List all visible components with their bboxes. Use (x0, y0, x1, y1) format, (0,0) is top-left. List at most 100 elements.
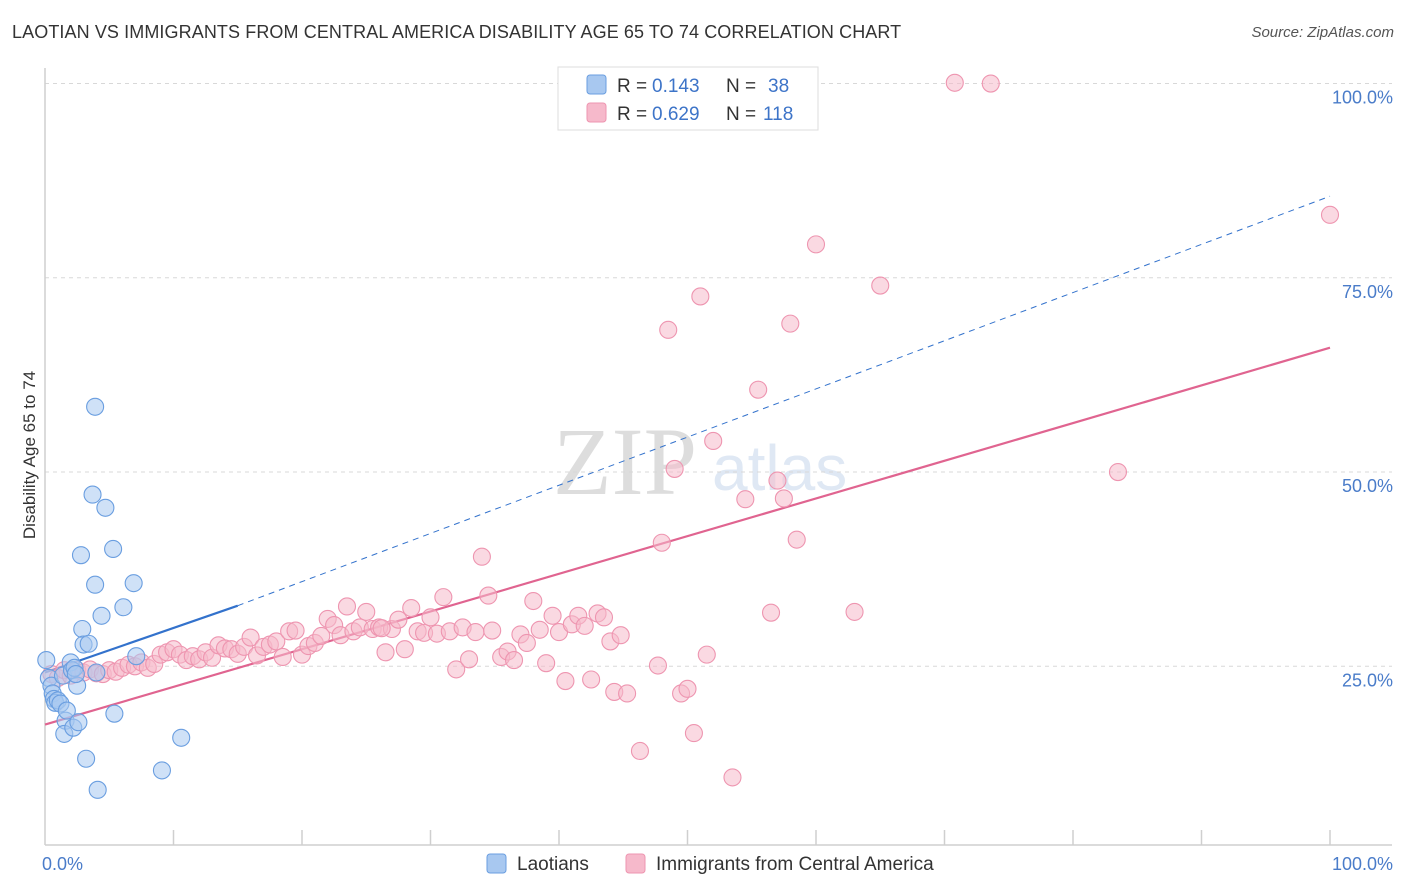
laotians-point-23 (83, 485, 102, 504)
x-tick-labels: 0.0% 100.0% (42, 854, 1393, 874)
laotians-point-27 (92, 606, 111, 625)
stats-legend-blue-swatch (586, 74, 607, 95)
stats-r-label-pink: R = (617, 104, 647, 125)
laotians-points (37, 397, 191, 799)
immigrants-point-74 (517, 633, 536, 653)
immigrants-point-83 (575, 616, 594, 635)
immigrants-point-102 (723, 768, 742, 787)
immigrants-point-100 (697, 645, 716, 664)
y-tick-labels: 25.0% 50.0% 75.0% 100.0% (1332, 88, 1393, 691)
laotians-point-34 (152, 761, 171, 780)
immigrants-point-101 (704, 431, 723, 451)
laotians-point-32 (124, 574, 143, 593)
immigrants-point-113 (945, 73, 964, 92)
immigrants-point-46 (337, 597, 357, 616)
immigrants-point-103 (736, 490, 755, 509)
laotians-point-29 (104, 539, 123, 559)
laotians-point-22 (79, 634, 98, 653)
immigrants-point-49 (357, 602, 376, 621)
immigrants-point-114 (981, 74, 1000, 93)
immigrants-point-31 (241, 628, 260, 647)
immigrants-point-94 (659, 320, 678, 339)
laotians-point-28 (96, 498, 115, 517)
immigrants-point-75 (524, 591, 543, 611)
stats-n-value-blue: 38 (768, 76, 789, 97)
immigrants-point-61 (434, 588, 453, 607)
immigrants-point-63 (447, 660, 466, 679)
immigrants-point-99 (691, 287, 710, 306)
laotians-point-33 (127, 647, 146, 666)
laotians-point-0 (37, 651, 56, 670)
immigrants-point-117 (372, 619, 391, 638)
immigrants-point-106 (768, 471, 787, 490)
stats-legend: R = 0.143 N = 38 R = 0.629 N = 118 (557, 66, 819, 131)
laotians-point-35 (172, 728, 191, 747)
immigrants-point-91 (630, 741, 650, 761)
immigrants-point-105 (761, 603, 781, 622)
immigrants-point-97 (678, 679, 697, 698)
laotians-point-11 (57, 701, 76, 720)
immigrants-point-92 (648, 656, 667, 675)
immigrants-point-78 (543, 606, 562, 625)
immigrants-points (42, 73, 1340, 787)
laotians-point-37 (66, 665, 85, 684)
stats-n-label-pink: N = (726, 104, 756, 125)
immigrants-point-108 (781, 314, 800, 333)
immigrants-point-115 (1108, 462, 1128, 482)
y-axis-title: Disability Age 65 to 74 (20, 371, 39, 539)
immigrants-point-59 (421, 608, 440, 627)
immigrants-point-76 (530, 620, 549, 639)
legend-immigrants-label: Immigrants from Central America (656, 854, 934, 875)
laotians-point-25 (86, 575, 105, 594)
immigrants-point-84 (582, 670, 601, 689)
immigrants-point-38 (286, 621, 305, 640)
immigrants-point-77 (537, 654, 556, 673)
laotians-point-24 (86, 397, 105, 416)
immigrants-point-116 (1320, 205, 1340, 224)
laotians-point-30 (105, 704, 124, 723)
immigrants-point-98 (684, 724, 703, 743)
stats-n-label-blue: N = (726, 76, 756, 97)
laotians-point-17 (69, 713, 88, 732)
immigrants-point-36 (273, 647, 292, 667)
y-tick-label-2: 75.0% (1342, 282, 1393, 302)
x-tick-label-0: 0.0% (42, 854, 83, 874)
trend-line-1 (237, 195, 1331, 607)
immigrants-point-54 (389, 610, 408, 629)
laotians-point-31 (114, 598, 133, 617)
chart-title: LAOTIAN VS IMMIGRANTS FROM CENTRAL AMERI… (12, 22, 902, 42)
y-tick-label-0: 25.0% (1342, 670, 1393, 690)
laotians-point-21 (77, 749, 96, 768)
immigrants-point-104 (749, 380, 768, 399)
immigrants-point-107 (774, 489, 793, 508)
immigrants-point-66 (466, 623, 485, 642)
stats-r-value-pink: 0.629 (652, 104, 700, 125)
stats-legend-pink-swatch (586, 102, 607, 123)
immigrants-point-90 (618, 684, 637, 703)
immigrants-point-86 (594, 608, 614, 627)
legend-laotians-swatch (486, 853, 507, 874)
trend-line-2 (44, 346, 1331, 726)
immigrants-point-112 (871, 276, 890, 295)
immigrants-point-56 (402, 598, 421, 618)
laotians-point-26 (88, 780, 107, 799)
immigrants-point-109 (787, 530, 806, 549)
y-tick-label-3: 100.0% (1332, 88, 1393, 108)
immigrants-point-35 (267, 632, 286, 651)
chart-source: Source: ZipAtlas.com (1251, 24, 1394, 41)
y-tick-label-1: 50.0% (1342, 476, 1393, 496)
stats-n-value-pink: 118 (763, 104, 793, 125)
immigrants-point-67 (472, 547, 491, 566)
immigrants-point-110 (806, 235, 826, 254)
immigrants-point-69 (483, 621, 502, 640)
immigrants-point-52 (376, 643, 395, 662)
x-axis-ticks (172, 830, 1331, 845)
laotians-point-36 (87, 663, 106, 682)
immigrants-point-55 (395, 640, 414, 659)
legend-immigrants-swatch (625, 853, 646, 874)
immigrants-point-65 (459, 650, 479, 669)
immigrants-point-72 (504, 651, 524, 670)
immigrants-point-80 (556, 672, 575, 691)
immigrants-point-68 (479, 586, 498, 605)
